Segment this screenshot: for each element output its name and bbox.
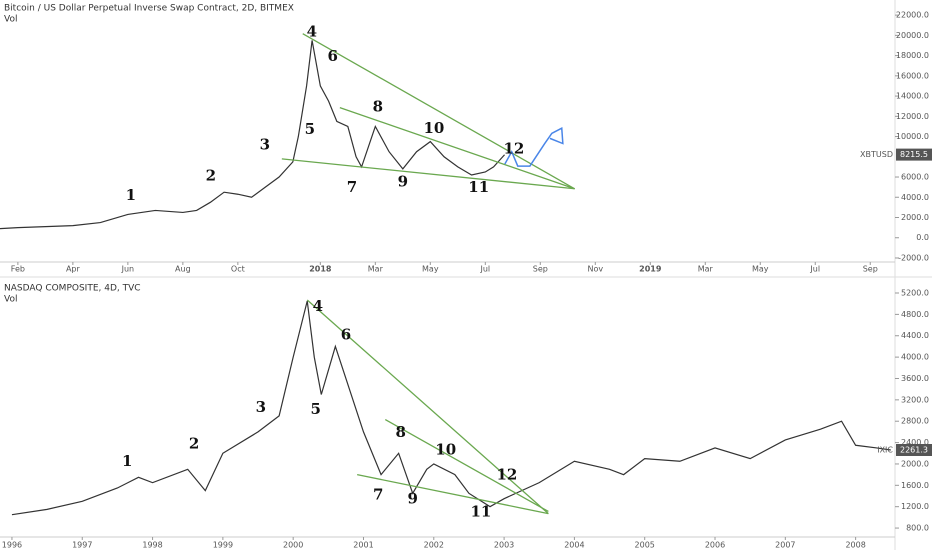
wave-label: 8	[373, 98, 383, 116]
chart-subtitle: Vol	[4, 295, 17, 305]
wave-label: 6	[341, 326, 351, 344]
wave-label: 1	[126, 186, 136, 204]
x-tick-label: 2019	[639, 265, 662, 274]
y-tick-label: 5200.0	[901, 289, 929, 298]
x-tick-label: 2007	[775, 541, 795, 550]
wave-label: 4	[313, 297, 323, 315]
wave-label: 2	[206, 166, 216, 184]
x-tick-label: Sep	[533, 265, 548, 274]
wave-label: 9	[398, 173, 408, 191]
y-tick-label: 6000.0	[901, 173, 929, 182]
chart-title: Bitcoin / US Dollar Perpetual Inverse Sw…	[4, 4, 294, 14]
wave-label: 11	[470, 503, 491, 521]
trendline	[339, 106, 575, 190]
wave-label: 12	[503, 140, 524, 158]
y-tick-label: 1600.0	[901, 481, 929, 490]
trendline	[306, 299, 549, 515]
y-tick-label: 2000.0	[901, 459, 929, 468]
y-tick-label: 16000.0	[896, 71, 929, 80]
wave-label: 11	[468, 178, 489, 196]
last-value-box	[896, 443, 932, 456]
trendline	[281, 158, 575, 190]
x-tick-label: Apr	[66, 265, 81, 274]
trendline	[302, 33, 575, 190]
x-tick-label: Jul	[479, 265, 490, 274]
x-tick-label: Nov	[587, 265, 603, 274]
y-tick-label: 1200.0	[901, 502, 929, 511]
x-tick-label: 2000	[283, 541, 303, 550]
wave-label: 3	[256, 398, 266, 416]
wave-label: 8	[396, 423, 406, 441]
x-tick-label: Aug	[175, 265, 191, 274]
x-tick-label: 2003	[494, 541, 514, 550]
y-tick-label: 0.0	[916, 233, 929, 242]
y-tick-label: 18000.0	[896, 51, 929, 60]
x-tick-label: 2018	[309, 265, 332, 274]
wave-label: 2	[189, 435, 199, 453]
wave-label: 6	[327, 47, 337, 65]
last-value-label: 8215.5	[900, 150, 928, 159]
x-tick-label: 1997	[72, 541, 92, 550]
wave-label: 1	[122, 452, 132, 470]
y-tick-label: 3200.0	[901, 395, 929, 404]
symbol-label: XBTUSD	[860, 150, 893, 159]
y-tick-label: 4400.0	[901, 331, 929, 340]
x-tick-label: Mar	[368, 265, 384, 274]
x-tick-label: 2001	[353, 541, 373, 550]
y-tick-label: 4000.0	[901, 353, 929, 362]
chart-subtitle: Vol	[4, 15, 17, 25]
x-tick-label: Jul	[809, 265, 820, 274]
wave-label: 7	[347, 178, 357, 196]
projection-path	[504, 126, 564, 167]
price-line	[0, 40, 505, 230]
y-tick-label: 12000.0	[896, 112, 929, 121]
x-tick-label: 1998	[142, 541, 162, 550]
y-tick-label: 22000.0	[896, 11, 929, 20]
x-tick-label: 1996	[2, 541, 22, 550]
wave-label: 4	[307, 23, 317, 41]
x-tick-label: Feb	[11, 265, 25, 274]
y-tick-label: 14000.0	[896, 92, 929, 101]
x-tick-label: 2004	[564, 541, 584, 550]
trendline	[384, 419, 549, 513]
y-tick-label: 20000.0	[896, 31, 929, 40]
y-tick-label: 2800.0	[901, 417, 929, 426]
wave-label: 12	[496, 466, 517, 484]
last-value-label: 2261.3	[900, 445, 928, 454]
last-value-box	[896, 148, 932, 161]
x-tick-label: May	[422, 265, 439, 274]
wave-label: 5	[310, 400, 320, 418]
y-tick-label: 800.0	[906, 524, 929, 533]
x-tick-label: 2002	[424, 541, 444, 550]
y-tick-label: -2000.0	[898, 253, 929, 262]
y-tick-label: 2400.0	[901, 438, 929, 447]
trendline	[357, 473, 549, 515]
x-tick-label: Jun	[121, 265, 135, 274]
wave-label: 3	[260, 136, 270, 154]
x-tick-label: Oct	[231, 265, 245, 274]
x-tick-label: 2005	[635, 541, 655, 550]
wave-label: 7	[373, 485, 383, 503]
wave-label: 10	[423, 119, 444, 137]
price-line	[11, 300, 891, 516]
wave-label: 10	[435, 441, 456, 459]
x-tick-label: 2008	[845, 541, 865, 550]
x-tick-label: Mar	[698, 265, 714, 274]
x-tick-label: Sep	[863, 265, 878, 274]
wave-label: 5	[305, 120, 315, 138]
y-tick-label: 2000.0	[901, 213, 929, 222]
y-tick-label: 4800.0	[901, 310, 929, 319]
symbol-label: IXIC	[877, 445, 893, 454]
x-tick-label: 2006	[705, 541, 725, 550]
y-tick-label: 4000.0	[901, 193, 929, 202]
x-tick-label: May	[752, 265, 769, 274]
y-tick-label: 10000.0	[896, 132, 929, 141]
y-tick-label: 3600.0	[901, 374, 929, 383]
chart-title: NASDAQ COMPOSITE, 4D, TVC	[4, 284, 141, 294]
x-tick-label: 1999	[213, 541, 233, 550]
wave-label: 9	[407, 490, 417, 508]
